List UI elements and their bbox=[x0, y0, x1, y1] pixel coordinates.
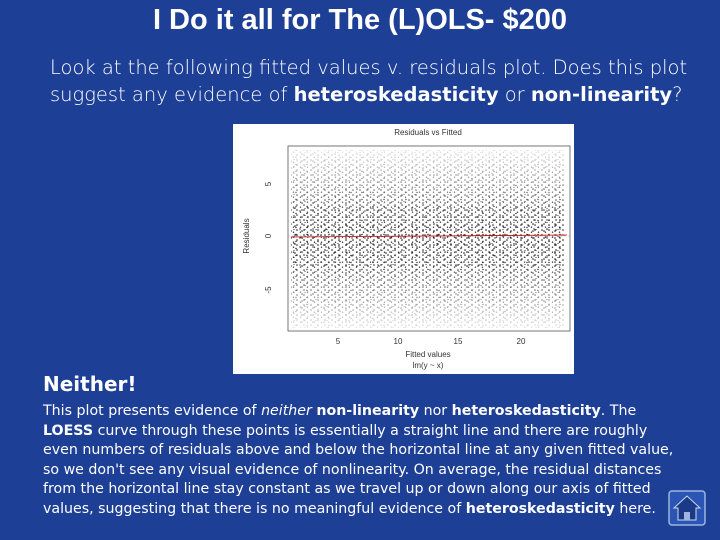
plot-svg: Residuals vs Fitted Residuals 5 0 -5 5 1… bbox=[242, 128, 571, 370]
text-run: non-linearity bbox=[530, 83, 673, 106]
text-run: LOESS bbox=[43, 422, 94, 439]
x-tick-label: 20 bbox=[517, 337, 526, 346]
text-run: . The bbox=[600, 403, 637, 419]
y-tick-label: 0 bbox=[264, 233, 273, 238]
y-tick-label: 5 bbox=[264, 181, 273, 186]
text-run: heteroskedasticity bbox=[293, 83, 499, 106]
text-run: heteroskedasticity bbox=[451, 403, 601, 419]
text-run: heteroskedasticity bbox=[465, 500, 615, 517]
x-tick-label: 5 bbox=[336, 337, 341, 346]
caption: lm(y ~ x) bbox=[413, 361, 444, 370]
text-run: nor bbox=[419, 403, 452, 419]
text-run: This plot presents evidence of bbox=[43, 403, 262, 419]
question: Look at the following fitted values v. r… bbox=[50, 54, 690, 108]
home-button[interactable] bbox=[668, 490, 706, 526]
point-cloud bbox=[291, 150, 565, 328]
x-axis-label: Fitted values bbox=[405, 350, 450, 359]
plot-frame bbox=[287, 145, 571, 332]
slide-title: I Do it all for The (L)OLS- $200 bbox=[152, 4, 568, 36]
plot-title: Residuals vs Fitted bbox=[394, 128, 462, 137]
text-run: ? bbox=[672, 83, 683, 106]
x-tick-label: 15 bbox=[454, 337, 463, 346]
text-run: non-linearity bbox=[316, 403, 420, 419]
answer-heading: Neither! bbox=[43, 372, 137, 396]
y-axis-label: Residuals bbox=[242, 218, 251, 253]
text-run: or bbox=[498, 83, 531, 106]
residual-plot: Residuals vs Fitted Residuals 5 0 -5 5 1… bbox=[233, 124, 574, 374]
text-run: here. bbox=[614, 500, 656, 517]
y-tick-label: -5 bbox=[264, 286, 273, 294]
loess-curve bbox=[290, 234, 568, 238]
x-tick-label: 10 bbox=[394, 337, 403, 346]
text-run: curve through these points is essentiall… bbox=[43, 422, 674, 517]
text-run: Look at the following fitted values v. r… bbox=[50, 56, 688, 106]
answer-body: This plot presents evidence of neither n… bbox=[43, 402, 683, 519]
text-run: neither bbox=[261, 403, 317, 419]
